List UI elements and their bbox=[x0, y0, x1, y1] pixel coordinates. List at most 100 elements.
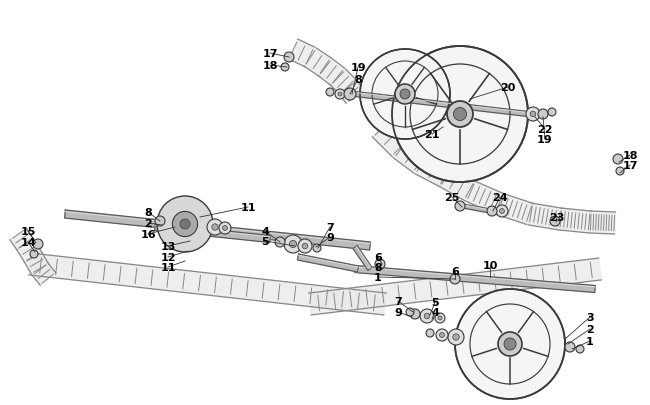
Circle shape bbox=[222, 226, 227, 231]
Circle shape bbox=[548, 109, 556, 117]
Circle shape bbox=[447, 102, 473, 128]
Circle shape bbox=[335, 90, 345, 100]
Polygon shape bbox=[304, 49, 331, 77]
Text: 13: 13 bbox=[161, 241, 176, 252]
Polygon shape bbox=[32, 263, 56, 286]
Circle shape bbox=[504, 338, 516, 350]
Circle shape bbox=[344, 89, 356, 101]
Circle shape bbox=[172, 212, 198, 237]
Circle shape bbox=[392, 47, 528, 183]
Polygon shape bbox=[339, 81, 364, 104]
Circle shape bbox=[420, 309, 434, 323]
Polygon shape bbox=[463, 205, 490, 213]
Polygon shape bbox=[528, 204, 562, 230]
Circle shape bbox=[313, 244, 321, 252]
Text: 17: 17 bbox=[262, 49, 278, 59]
Circle shape bbox=[180, 220, 190, 230]
Circle shape bbox=[207, 220, 223, 235]
Text: 8: 8 bbox=[354, 75, 362, 85]
Text: 10: 10 bbox=[482, 260, 498, 270]
Text: 16: 16 bbox=[140, 230, 156, 239]
Text: 2: 2 bbox=[144, 218, 152, 228]
Text: 4: 4 bbox=[431, 307, 439, 317]
Circle shape bbox=[438, 316, 442, 320]
Circle shape bbox=[538, 110, 548, 120]
Text: 24: 24 bbox=[492, 192, 508, 202]
Circle shape bbox=[284, 235, 302, 254]
Circle shape bbox=[219, 222, 231, 234]
Text: 19: 19 bbox=[537, 135, 552, 145]
Text: 6: 6 bbox=[374, 252, 382, 262]
Text: 17: 17 bbox=[622, 161, 638, 171]
Polygon shape bbox=[393, 141, 426, 173]
Polygon shape bbox=[24, 252, 49, 274]
Polygon shape bbox=[10, 229, 33, 250]
Circle shape bbox=[498, 332, 522, 356]
Circle shape bbox=[360, 50, 450, 140]
Circle shape bbox=[395, 85, 415, 105]
Text: 1: 1 bbox=[374, 272, 382, 282]
Circle shape bbox=[284, 53, 294, 63]
Circle shape bbox=[455, 289, 565, 399]
Text: 18: 18 bbox=[622, 151, 638, 161]
Circle shape bbox=[436, 329, 448, 341]
Circle shape bbox=[448, 329, 464, 345]
Circle shape bbox=[424, 313, 430, 319]
Circle shape bbox=[453, 334, 459, 340]
Text: 8: 8 bbox=[374, 262, 382, 272]
Text: 1: 1 bbox=[586, 336, 594, 346]
Text: 5: 5 bbox=[261, 237, 269, 246]
Circle shape bbox=[298, 239, 312, 254]
Circle shape bbox=[487, 207, 497, 216]
Circle shape bbox=[212, 224, 218, 230]
Polygon shape bbox=[372, 122, 408, 158]
Polygon shape bbox=[355, 92, 528, 117]
Circle shape bbox=[616, 168, 624, 175]
Text: 25: 25 bbox=[445, 192, 460, 202]
Text: 3: 3 bbox=[586, 312, 594, 322]
Text: 2: 2 bbox=[586, 324, 594, 334]
Text: 11: 11 bbox=[161, 262, 176, 272]
Text: 4: 4 bbox=[261, 226, 269, 237]
Circle shape bbox=[30, 250, 38, 258]
Polygon shape bbox=[439, 168, 475, 201]
Text: 8: 8 bbox=[144, 207, 152, 217]
Text: 7: 7 bbox=[394, 296, 402, 306]
Text: 5: 5 bbox=[431, 297, 439, 307]
Text: 7: 7 bbox=[326, 222, 334, 232]
Circle shape bbox=[455, 202, 465, 211]
Polygon shape bbox=[289, 40, 315, 68]
Circle shape bbox=[526, 108, 540, 122]
Circle shape bbox=[33, 239, 43, 249]
Polygon shape bbox=[497, 194, 534, 225]
Text: 14: 14 bbox=[20, 237, 36, 247]
Polygon shape bbox=[29, 254, 386, 315]
Polygon shape bbox=[309, 258, 601, 315]
Circle shape bbox=[576, 345, 584, 353]
Circle shape bbox=[338, 93, 342, 97]
Circle shape bbox=[439, 333, 445, 337]
Circle shape bbox=[155, 216, 165, 226]
Text: 19: 19 bbox=[350, 63, 366, 73]
Polygon shape bbox=[590, 211, 616, 234]
Polygon shape bbox=[16, 239, 42, 262]
Circle shape bbox=[530, 112, 536, 117]
Polygon shape bbox=[64, 211, 370, 250]
Circle shape bbox=[450, 274, 460, 284]
Circle shape bbox=[281, 64, 289, 72]
Polygon shape bbox=[355, 266, 595, 293]
Polygon shape bbox=[353, 246, 372, 271]
Polygon shape bbox=[559, 209, 591, 233]
Circle shape bbox=[326, 89, 334, 97]
Circle shape bbox=[565, 342, 575, 352]
Text: 20: 20 bbox=[500, 83, 515, 93]
Text: 15: 15 bbox=[20, 226, 36, 237]
Circle shape bbox=[289, 241, 296, 248]
Circle shape bbox=[275, 237, 285, 247]
Text: 12: 12 bbox=[161, 252, 176, 262]
Circle shape bbox=[302, 243, 308, 249]
Circle shape bbox=[613, 155, 623, 164]
Circle shape bbox=[375, 259, 385, 269]
Circle shape bbox=[406, 308, 414, 316]
Polygon shape bbox=[415, 155, 450, 187]
